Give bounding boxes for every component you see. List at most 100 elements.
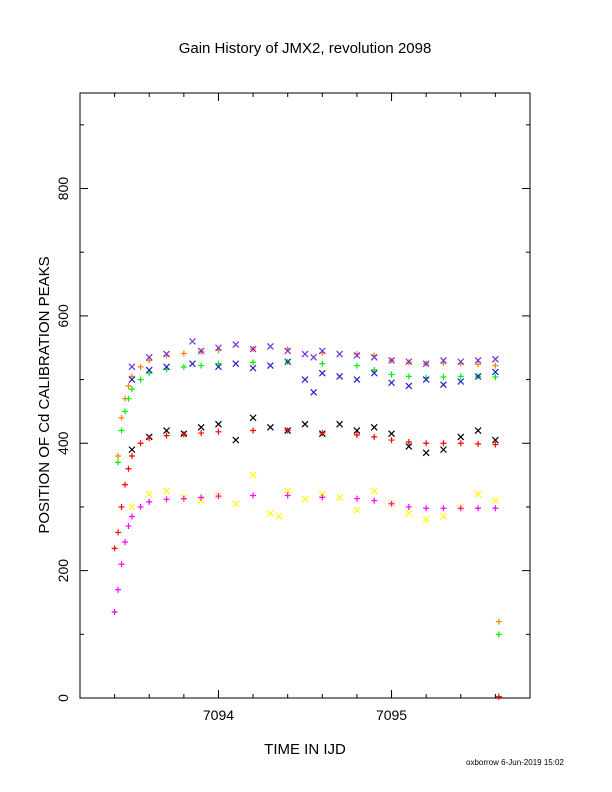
data-point bbox=[115, 586, 122, 593]
data-point bbox=[353, 376, 361, 384]
data-point bbox=[249, 471, 257, 479]
data-point bbox=[388, 371, 395, 378]
data-point bbox=[405, 503, 412, 510]
data-point bbox=[197, 423, 205, 431]
data-point bbox=[370, 423, 378, 431]
x-tick-labels: 7094 7095 bbox=[203, 707, 407, 723]
data-point bbox=[491, 355, 499, 363]
data-point bbox=[388, 437, 395, 444]
data-point bbox=[146, 357, 153, 364]
data-point bbox=[215, 420, 222, 428]
data-point bbox=[440, 374, 447, 381]
data-marks bbox=[111, 337, 502, 700]
data-point bbox=[371, 497, 378, 504]
x-axis-label: TIME IN IJD bbox=[264, 741, 346, 758]
data-point bbox=[118, 561, 125, 568]
data-point bbox=[122, 481, 128, 488]
data-point bbox=[118, 503, 125, 510]
data-point bbox=[215, 493, 222, 500]
data-point bbox=[336, 420, 344, 428]
data-point bbox=[440, 381, 447, 389]
series bbox=[111, 427, 499, 552]
axis-ticks bbox=[80, 93, 531, 699]
data-point bbox=[215, 344, 222, 352]
data-point bbox=[250, 492, 257, 499]
data-point bbox=[232, 341, 240, 348]
y-tick-label: 400 bbox=[55, 431, 71, 455]
data-point bbox=[118, 414, 125, 421]
data-point bbox=[115, 453, 122, 459]
data-point bbox=[284, 492, 291, 499]
data-point bbox=[405, 443, 413, 450]
data-point bbox=[353, 495, 360, 502]
data-point bbox=[423, 505, 430, 512]
data-point bbox=[197, 497, 205, 505]
plot-frame bbox=[79, 92, 531, 699]
data-point bbox=[440, 357, 447, 364]
data-point bbox=[146, 498, 153, 505]
chart-title: Gain History of JMX2, revolution 2098 bbox=[179, 40, 432, 57]
data-point bbox=[163, 432, 170, 439]
data-point bbox=[475, 440, 482, 447]
data-point bbox=[128, 376, 136, 384]
data-point bbox=[249, 364, 257, 372]
data-point bbox=[137, 503, 144, 510]
data-point bbox=[388, 357, 395, 364]
data-point bbox=[284, 347, 292, 355]
data-point bbox=[301, 350, 309, 358]
data-point bbox=[319, 430, 326, 437]
data-point bbox=[122, 538, 128, 545]
data-point bbox=[198, 430, 205, 437]
data-point bbox=[405, 358, 413, 366]
data-point bbox=[474, 372, 482, 380]
data-point bbox=[145, 366, 153, 374]
data-point bbox=[457, 433, 465, 441]
data-point bbox=[370, 487, 378, 495]
y-axis-label: POSITION OF Cd CALIBRATION PEAKS bbox=[36, 256, 53, 533]
data-point bbox=[405, 509, 413, 517]
y-tick-labels: 0 200 400 600 800 bbox=[55, 177, 71, 702]
y-tick-label: 800 bbox=[55, 177, 71, 201]
series bbox=[128, 337, 499, 371]
data-point bbox=[353, 351, 361, 359]
data-point bbox=[474, 427, 482, 434]
data-point bbox=[189, 337, 196, 345]
data-point bbox=[440, 513, 447, 520]
data-point bbox=[491, 368, 499, 376]
data-point bbox=[137, 363, 144, 370]
x-tick-label: 7094 bbox=[203, 707, 234, 723]
data-point bbox=[111, 545, 118, 552]
data-point bbox=[318, 369, 326, 377]
footer-credit: oxborrow 6-Jun-2019 15:02 bbox=[466, 758, 564, 767]
data-point bbox=[319, 360, 326, 367]
series bbox=[115, 358, 499, 466]
data-point bbox=[353, 427, 361, 434]
data-point bbox=[146, 435, 153, 442]
data-point bbox=[440, 446, 447, 454]
data-point bbox=[371, 433, 378, 440]
data-point bbox=[388, 500, 395, 507]
data-point bbox=[388, 430, 395, 438]
data-point bbox=[118, 427, 125, 434]
data-point bbox=[189, 360, 196, 368]
data-point bbox=[353, 506, 361, 514]
data-point bbox=[163, 487, 170, 495]
data-point bbox=[492, 362, 499, 369]
data-point bbox=[125, 395, 132, 402]
data-point bbox=[388, 379, 395, 387]
data-point bbox=[301, 376, 309, 384]
data-point bbox=[422, 516, 430, 524]
data-point bbox=[122, 408, 128, 415]
data-point bbox=[232, 500, 240, 508]
data-point bbox=[457, 373, 464, 380]
y-tick-label: 200 bbox=[55, 559, 71, 583]
data-point bbox=[266, 509, 274, 517]
data-point bbox=[422, 376, 430, 384]
data-point bbox=[266, 343, 274, 350]
data-point bbox=[249, 414, 257, 422]
data-point bbox=[495, 693, 502, 700]
data-point bbox=[474, 490, 482, 498]
data-point bbox=[250, 427, 257, 434]
data-point bbox=[457, 505, 464, 512]
